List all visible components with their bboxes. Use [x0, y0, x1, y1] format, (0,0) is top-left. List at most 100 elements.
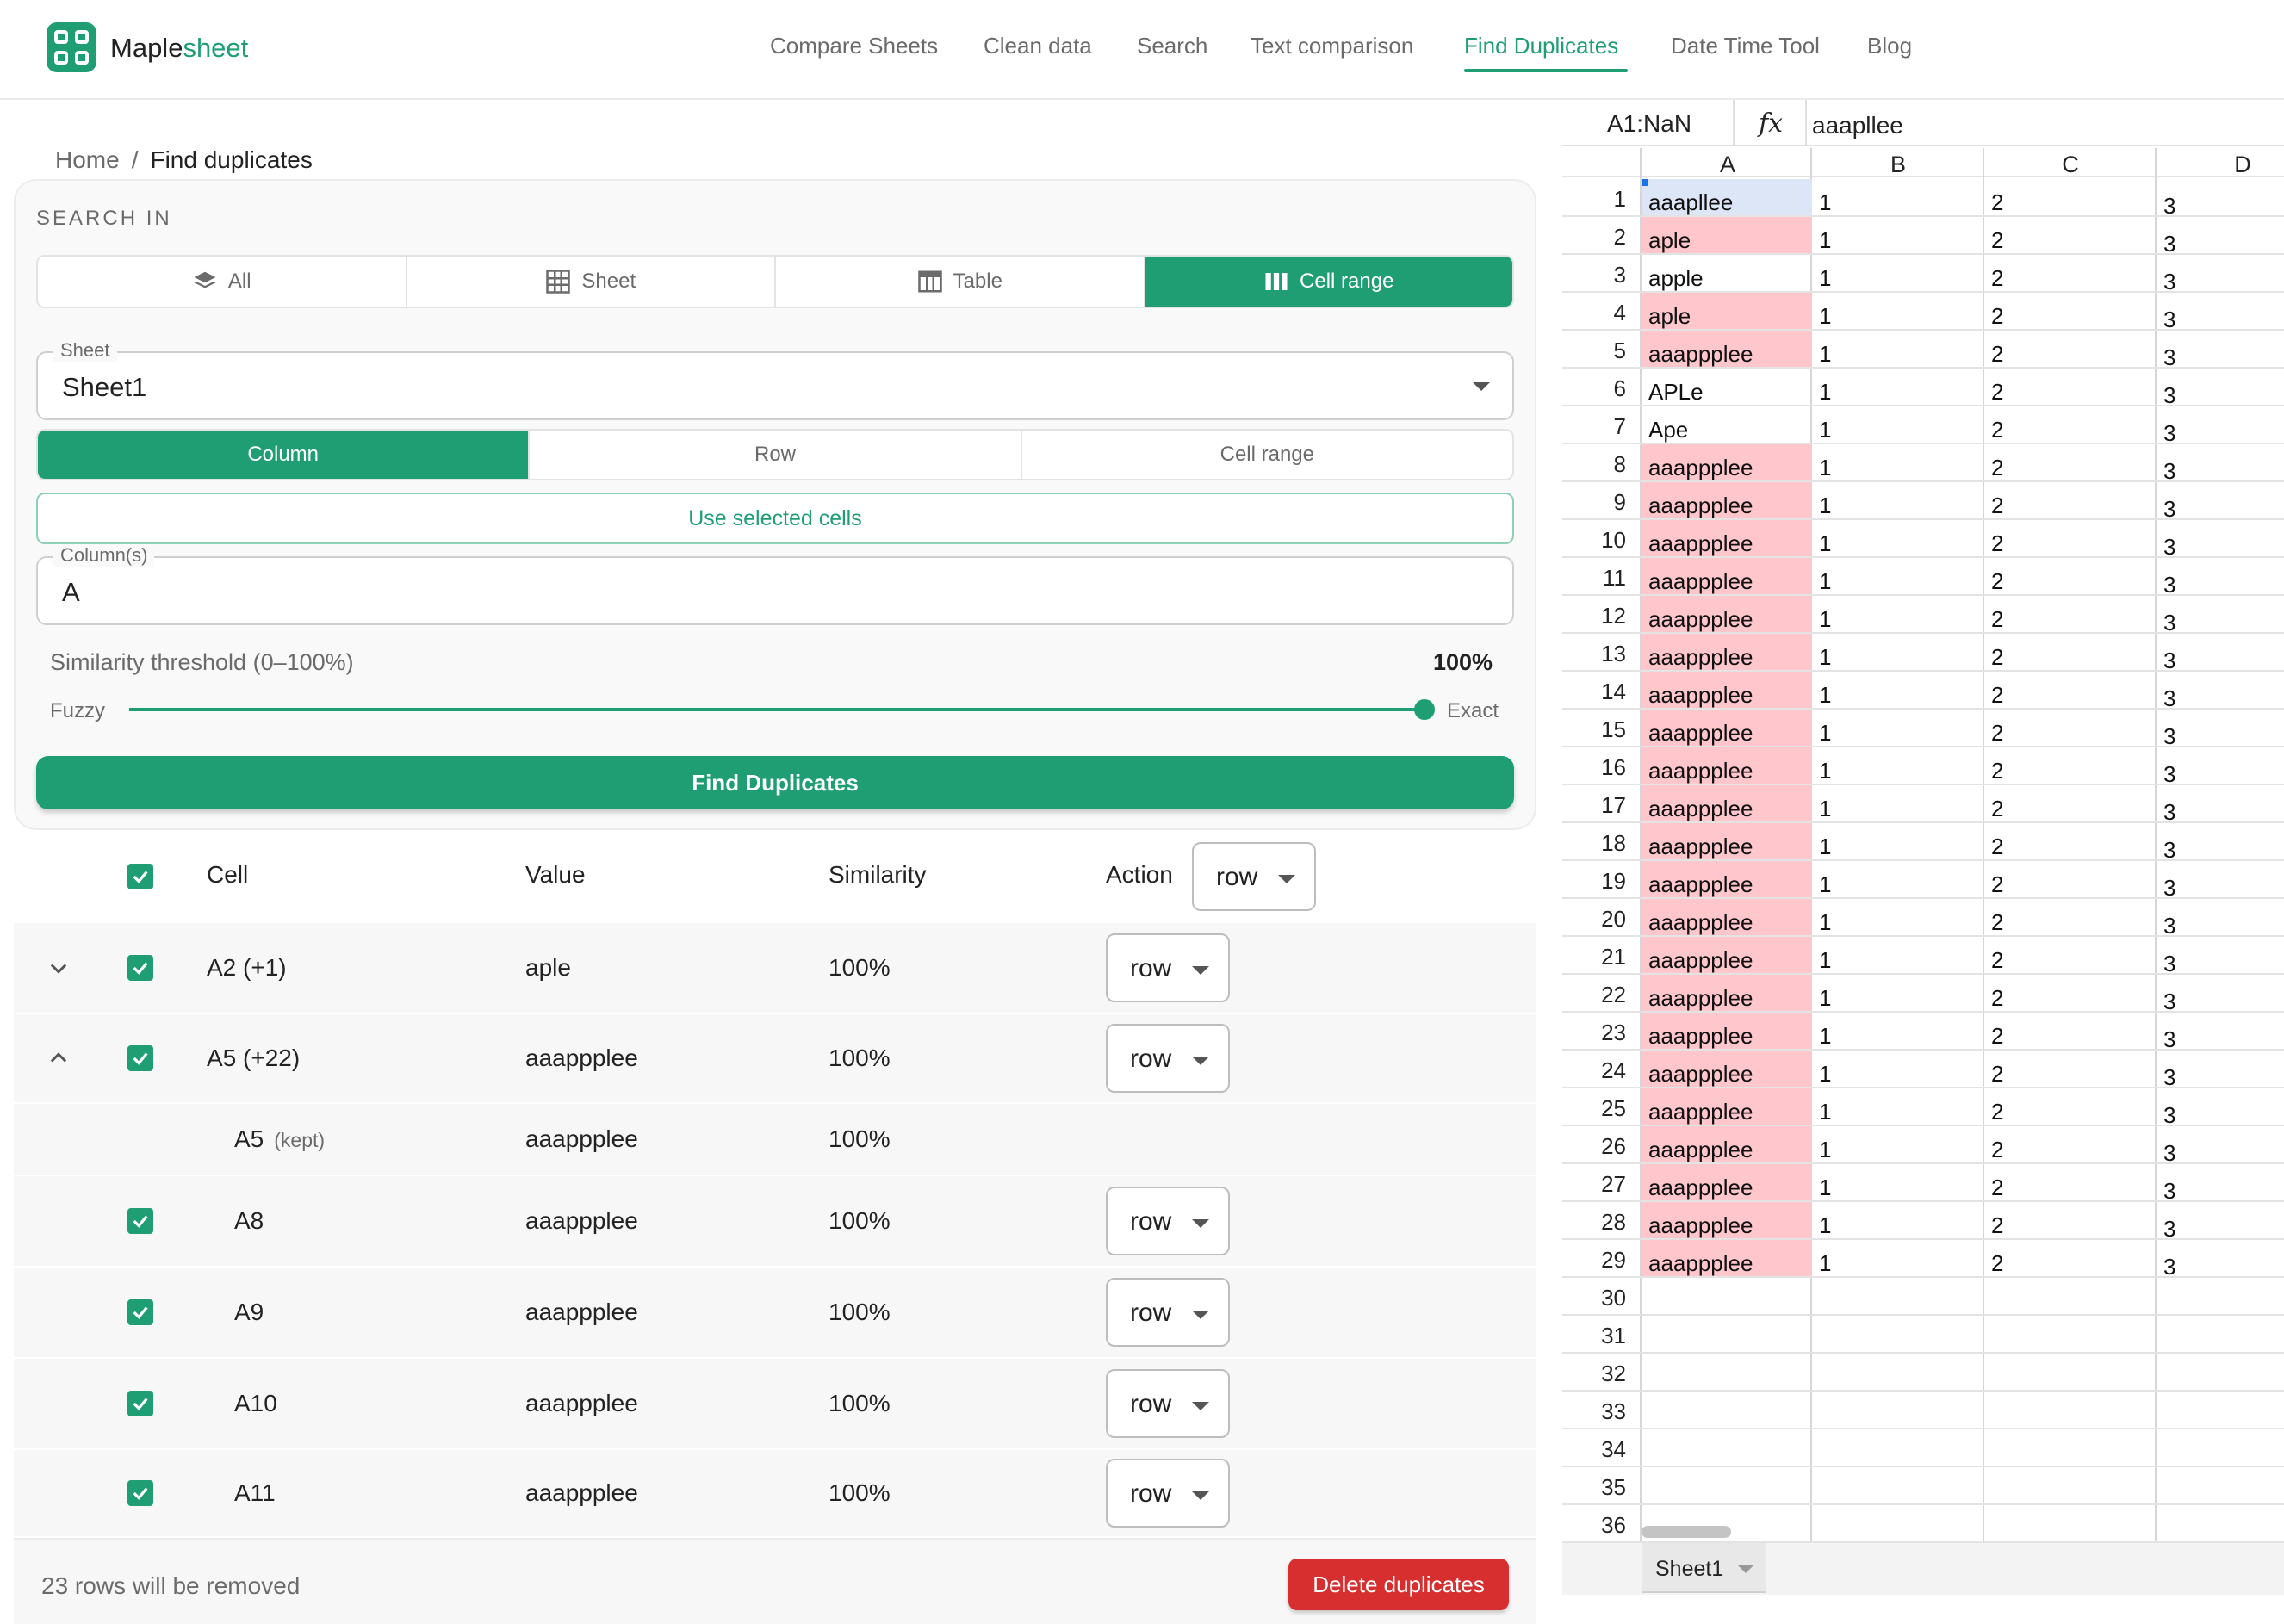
row-checkbox[interactable] — [127, 1299, 153, 1325]
cell-b[interactable]: 1 — [1819, 796, 1832, 821]
row-number[interactable]: 19 — [1601, 868, 1626, 894]
column-header-c[interactable]: C — [2062, 152, 2079, 177]
similarity-slider[interactable] — [129, 699, 1435, 720]
cell-d[interactable]: 3 — [2163, 799, 2176, 825]
cell-c[interactable]: 2 — [1991, 1250, 2004, 1276]
row-number[interactable]: 4 — [1613, 300, 1626, 325]
cell-d[interactable]: 3 — [2163, 458, 2176, 484]
cell-a[interactable]: aaappplee — [1648, 720, 1753, 746]
search-in-sheet-option[interactable]: Sheet — [407, 257, 776, 307]
cell-c[interactable]: 2 — [1991, 1023, 2004, 1049]
row-number[interactable]: 23 — [1601, 1020, 1626, 1045]
selection-handle[interactable] — [1642, 179, 1648, 186]
row-number[interactable]: 13 — [1601, 641, 1626, 666]
cell-a[interactable]: aaappplee — [1648, 871, 1753, 897]
row-number[interactable]: 17 — [1601, 792, 1626, 818]
row-number[interactable]: 9 — [1613, 489, 1626, 515]
cell-c[interactable]: 2 — [1991, 909, 2004, 935]
cell-c[interactable]: 2 — [1991, 417, 2004, 443]
cell-b[interactable]: 1 — [1819, 265, 1832, 291]
row-number[interactable]: 18 — [1601, 830, 1626, 856]
cell-b[interactable]: 1 — [1819, 379, 1832, 405]
cell-b[interactable]: 1 — [1819, 1175, 1832, 1200]
row-number[interactable]: 15 — [1601, 716, 1626, 742]
cell-b[interactable]: 1 — [1819, 644, 1832, 670]
nav-compare-sheets[interactable]: Compare Sheets — [770, 33, 939, 59]
delete-duplicates-button[interactable]: Delete duplicates — [1288, 1559, 1509, 1610]
cell-d[interactable]: 3 — [2163, 685, 2176, 711]
cell-a[interactable]: aaappplee — [1648, 909, 1753, 935]
cell-b[interactable]: 1 — [1819, 568, 1832, 594]
row-number[interactable]: 1 — [1613, 186, 1626, 212]
row-number[interactable]: 27 — [1601, 1171, 1626, 1197]
cell-a[interactable]: aaappplee — [1648, 947, 1753, 973]
row-number[interactable]: 35 — [1601, 1474, 1626, 1500]
row-number[interactable]: 3 — [1613, 262, 1626, 288]
cell-c[interactable]: 2 — [1991, 985, 2004, 1011]
cell-a[interactable]: aaappplee — [1648, 455, 1753, 480]
cell-c[interactable]: 2 — [1991, 265, 2004, 291]
cell-d[interactable]: 3 — [2163, 307, 2176, 332]
cell-d[interactable]: 3 — [2163, 1064, 2176, 1090]
cell-d[interactable]: 3 — [2163, 875, 2176, 901]
cell-d[interactable]: 3 — [2163, 1102, 2176, 1128]
cell-b[interactable]: 1 — [1819, 530, 1832, 556]
sheet-tab-sheet1[interactable]: Sheet1 — [1642, 1543, 1766, 1593]
cell-c[interactable]: 2 — [1991, 606, 2004, 632]
cell-c[interactable]: 2 — [1991, 758, 2004, 784]
row-number[interactable]: 26 — [1601, 1133, 1626, 1159]
cell-d[interactable]: 3 — [2163, 648, 2176, 673]
cell-d[interactable]: 3 — [2163, 1178, 2176, 1204]
cell-c[interactable]: 2 — [1991, 871, 2004, 897]
cell-b[interactable]: 1 — [1819, 227, 1832, 253]
cell-c[interactable]: 2 — [1991, 644, 2004, 670]
cell-c[interactable]: 2 — [1991, 303, 2004, 329]
cell-b[interactable]: 1 — [1819, 1250, 1832, 1276]
cell-a[interactable]: aaappplee — [1648, 1099, 1753, 1125]
cell-a[interactable]: aaappplee — [1648, 568, 1753, 594]
cell-c[interactable]: 2 — [1991, 341, 2004, 367]
column-header-b[interactable]: B — [1890, 152, 1906, 177]
cell-c[interactable]: 2 — [1991, 493, 2004, 518]
cell-b[interactable]: 1 — [1819, 758, 1832, 784]
cell-d[interactable]: 3 — [2163, 1254, 2176, 1280]
cell-a[interactable]: aple — [1648, 227, 1691, 253]
cell-b[interactable]: 1 — [1819, 455, 1832, 480]
cell-b[interactable]: 1 — [1819, 1137, 1832, 1162]
row-number[interactable]: 5 — [1613, 338, 1626, 363]
row-number[interactable]: 36 — [1601, 1512, 1626, 1538]
cell-b[interactable]: 1 — [1819, 1099, 1832, 1125]
row-number[interactable]: 7 — [1613, 413, 1626, 439]
row-number[interactable]: 21 — [1601, 944, 1626, 970]
cell-c[interactable]: 2 — [1991, 947, 2004, 973]
row-number[interactable]: 12 — [1601, 603, 1626, 629]
nav-blog[interactable]: Blog — [1867, 33, 1913, 59]
row-number[interactable]: 11 — [1603, 565, 1626, 591]
mode-cell-range-option[interactable]: Cell range — [1022, 431, 1512, 479]
cell-b[interactable]: 1 — [1819, 1061, 1832, 1087]
formula-input[interactable]: aaapllee — [1812, 112, 1903, 139]
cell-d[interactable]: 3 — [2163, 269, 2176, 294]
row-number[interactable]: 31 — [1601, 1323, 1626, 1348]
row-action-select[interactable]: row — [1106, 1187, 1230, 1255]
columns-input[interactable]: Column(s) A — [36, 544, 1514, 625]
cell-b[interactable]: 1 — [1819, 606, 1832, 632]
cell-a[interactable]: aaappplee — [1648, 1250, 1753, 1276]
cell-b[interactable]: 1 — [1819, 985, 1832, 1011]
bulk-action-select[interactable]: row — [1192, 842, 1316, 911]
row-number[interactable]: 34 — [1601, 1436, 1626, 1462]
cell-d[interactable]: 3 — [2163, 1140, 2176, 1166]
cell-b[interactable]: 1 — [1819, 682, 1832, 708]
cell-d[interactable]: 3 — [2163, 231, 2176, 257]
row-number[interactable]: 25 — [1601, 1095, 1626, 1121]
cell-a[interactable]: aaappplee — [1648, 1212, 1753, 1238]
brand-name[interactable]: Maplesheet — [110, 33, 249, 63]
chevron-up-icon[interactable] — [47, 1046, 71, 1070]
select-all-checkbox[interactable] — [127, 864, 153, 889]
row-number[interactable]: 16 — [1601, 754, 1626, 780]
row-number[interactable]: 32 — [1601, 1361, 1626, 1386]
sheet-select[interactable]: Sheet Sheet1 — [36, 339, 1514, 420]
row-number[interactable]: 8 — [1613, 451, 1626, 477]
cell-b[interactable]: 1 — [1819, 1212, 1832, 1238]
cell-a[interactable]: aaappplee — [1648, 606, 1753, 632]
